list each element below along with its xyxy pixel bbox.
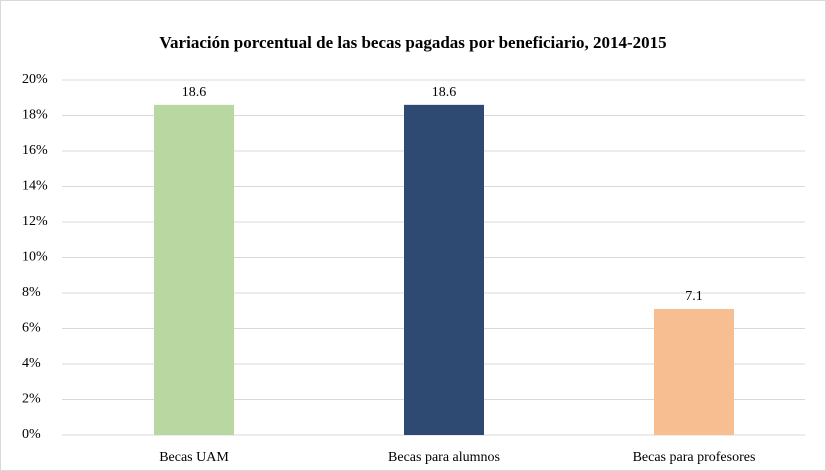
- y-tick-label: 14%: [22, 179, 48, 194]
- y-tick-label: 18%: [22, 108, 48, 123]
- y-tick-label: 10%: [22, 250, 48, 265]
- y-tick-label: 16%: [22, 143, 48, 158]
- y-tick-label: 20%: [22, 72, 48, 87]
- x-tick-label: Becas UAM: [159, 450, 229, 465]
- chart-title: Variación porcentual de las becas pagada…: [159, 33, 666, 52]
- y-tick-label: 12%: [22, 214, 48, 229]
- data-label: 7.1: [685, 289, 703, 304]
- data-label: 18.6: [182, 85, 207, 100]
- x-tick-label: Becas para profesores: [633, 450, 756, 465]
- y-tick-label: 6%: [22, 321, 41, 336]
- bar: [154, 104, 234, 435]
- bar: [404, 104, 484, 435]
- y-tick-label: 4%: [22, 356, 41, 371]
- y-tick-label: 0%: [22, 427, 41, 442]
- data-label: 18.6: [432, 85, 457, 100]
- x-tick-label: Becas para alumnos: [388, 450, 500, 465]
- bar: [654, 308, 734, 435]
- y-tick-label: 2%: [22, 392, 41, 407]
- y-tick-label: 8%: [22, 285, 41, 300]
